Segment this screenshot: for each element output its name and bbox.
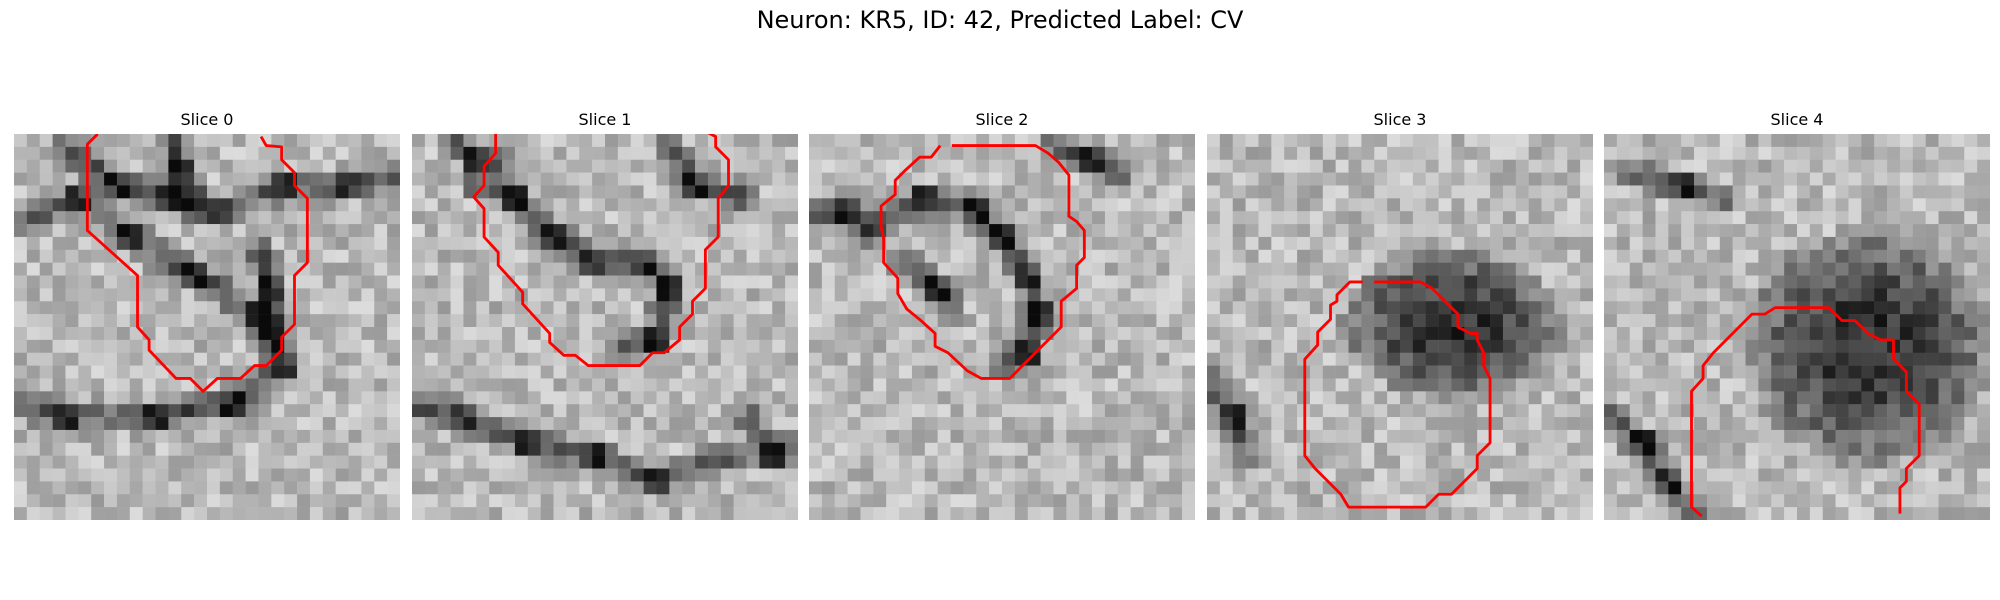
slice-panel-3: Slice 3 bbox=[1207, 110, 1593, 530]
slice-panel-2: Slice 2 bbox=[809, 110, 1195, 530]
slice-title-0: Slice 0 bbox=[180, 110, 234, 129]
pixel-grid-2 bbox=[809, 134, 1195, 520]
pixel-grid-0 bbox=[14, 134, 400, 520]
contour-line-2 bbox=[879, 144, 1086, 380]
figure-title: Neuron: KR5, ID: 42, Predicted Label: CV bbox=[756, 6, 1244, 34]
slice-panel-0: Slice 0 bbox=[14, 110, 400, 530]
slice-image-4 bbox=[1604, 134, 1990, 520]
slice-image-3 bbox=[1207, 134, 1593, 520]
slice-title-1: Slice 1 bbox=[578, 110, 632, 129]
contour-line-1 bbox=[472, 134, 730, 368]
pixel-grid-4 bbox=[1604, 134, 1990, 520]
slice-image-1 bbox=[412, 134, 798, 520]
slice-title-3: Slice 3 bbox=[1373, 110, 1427, 129]
slice-title-2: Slice 2 bbox=[975, 110, 1029, 129]
slice-title-4: Slice 4 bbox=[1770, 110, 1824, 129]
pixel-grid-3 bbox=[1207, 134, 1593, 520]
contour-line-4 bbox=[1690, 306, 1921, 518]
slice-image-0 bbox=[14, 134, 400, 520]
contour-line-3 bbox=[1303, 280, 1492, 509]
pixel-grid-1 bbox=[412, 134, 798, 520]
slice-panel-1: Slice 1 bbox=[412, 110, 798, 530]
contour-line-0 bbox=[85, 134, 309, 393]
slice-panel-4: Slice 4 bbox=[1604, 110, 1990, 530]
slice-image-2 bbox=[809, 134, 1195, 520]
